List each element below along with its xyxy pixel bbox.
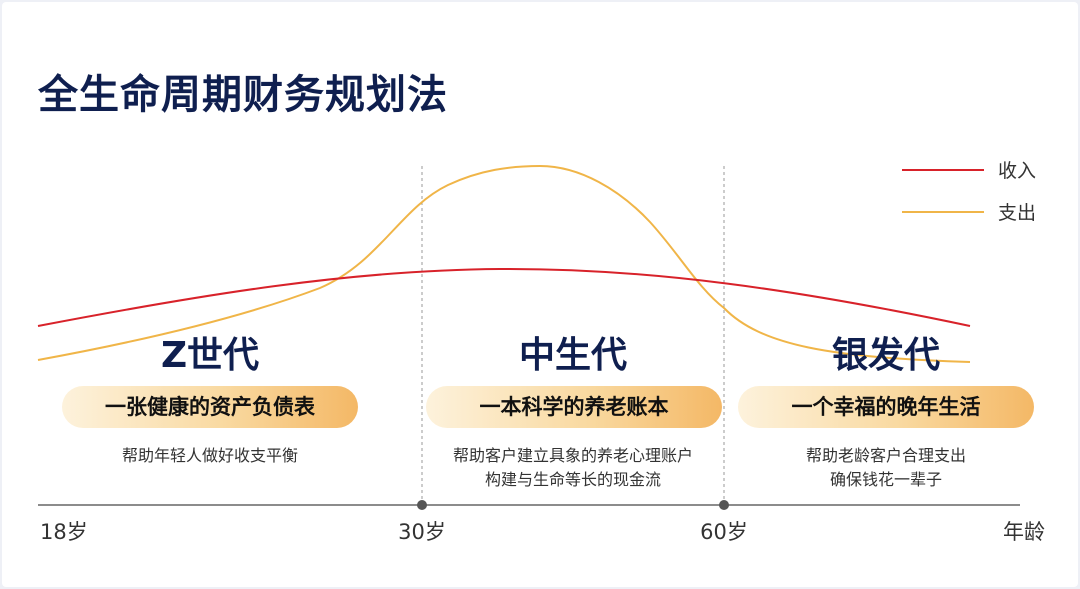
stage-desc-line: 构建与生命等长的现金流 bbox=[484, 470, 661, 489]
stage-desc-line: 帮助客户建立具象的养老心理账户 bbox=[452, 446, 693, 465]
legend-expense-label: 支出 bbox=[998, 202, 1036, 224]
stage-desc-silver: 帮助老龄客户合理支出 确保钱花一辈子 bbox=[726, 444, 1046, 492]
stage-tagline-silver: 一个幸福的晚年生活 bbox=[738, 386, 1034, 428]
stage-desc-middle: 帮助客户建立具象的养老心理账户 构建与生命等长的现金流 bbox=[413, 444, 733, 492]
stage-name-middle: 中生代 bbox=[518, 335, 627, 376]
axis-tick-30: 30岁 bbox=[398, 520, 446, 544]
axis-tick-60: 60岁 bbox=[700, 520, 748, 544]
stage-tagline-middle: 一本科学的养老账本 bbox=[426, 386, 722, 428]
stage-name-gen-z: Z世代 bbox=[160, 335, 260, 376]
stage-desc-line: 确保钱花一辈子 bbox=[829, 470, 942, 489]
axis-end-label: 年龄 bbox=[1003, 520, 1045, 544]
axis-marker-30 bbox=[417, 500, 427, 510]
legend-income-label: 收入 bbox=[998, 160, 1036, 182]
stage-tagline-gen-z: 一张健康的资产负债表 bbox=[62, 386, 358, 428]
axis-tick-18: 18岁 bbox=[40, 520, 88, 544]
stage-desc-gen-z: 帮助年轻人做好收支平衡 bbox=[50, 444, 370, 468]
stage-desc-line: 帮助年轻人做好收支平衡 bbox=[121, 446, 298, 465]
page-title: 全生命周期财务规划法 bbox=[38, 72, 448, 118]
stage-name-silver: 银发代 bbox=[831, 335, 940, 376]
axis-marker-60 bbox=[719, 500, 729, 510]
expense-curve bbox=[37, 164, 971, 363]
stage-desc-line: 帮助老龄客户合理支出 bbox=[805, 446, 966, 465]
income-curve bbox=[37, 267, 971, 327]
